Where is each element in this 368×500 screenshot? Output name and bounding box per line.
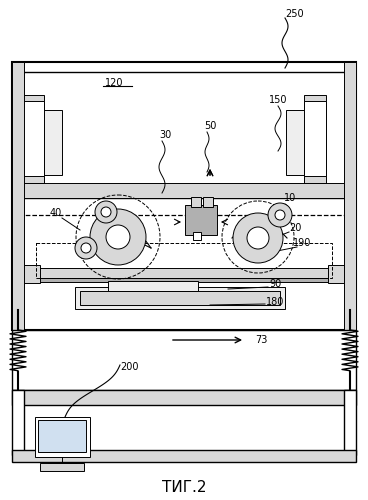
Bar	[108, 281, 198, 291]
Bar	[328, 265, 346, 283]
Bar	[22, 265, 40, 283]
Text: 200: 200	[120, 362, 138, 372]
Text: 30: 30	[159, 130, 171, 140]
Circle shape	[268, 203, 292, 227]
Bar	[38, 420, 86, 452]
Circle shape	[233, 213, 283, 263]
Circle shape	[81, 243, 91, 253]
Bar	[75, 287, 285, 309]
Text: 20: 20	[289, 223, 301, 233]
Text: 180: 180	[266, 297, 284, 307]
Bar	[304, 101, 326, 176]
Circle shape	[101, 207, 111, 217]
Bar	[203, 197, 213, 207]
Circle shape	[106, 225, 130, 249]
Bar	[44, 110, 62, 175]
Bar	[304, 95, 326, 183]
Bar	[12, 62, 356, 330]
Bar	[35, 417, 90, 457]
Bar	[12, 450, 356, 462]
Bar	[22, 183, 346, 198]
Bar	[22, 101, 44, 176]
Circle shape	[275, 210, 285, 220]
Bar	[191, 197, 201, 207]
Bar	[12, 390, 24, 455]
Text: 150: 150	[269, 95, 287, 105]
Bar	[12, 390, 356, 405]
Bar	[12, 62, 24, 330]
Text: ΤИГ.2: ΤИГ.2	[162, 480, 206, 496]
Text: 250: 250	[286, 9, 304, 19]
Bar	[40, 463, 84, 471]
Bar	[286, 110, 304, 175]
Circle shape	[75, 237, 97, 259]
Bar	[193, 232, 201, 240]
Bar	[185, 205, 217, 235]
Bar	[22, 95, 44, 183]
Text: 10: 10	[284, 193, 296, 203]
Bar	[344, 62, 356, 330]
Bar	[12, 330, 356, 390]
Text: 90: 90	[269, 279, 281, 289]
Bar	[344, 390, 356, 455]
Text: 40: 40	[50, 208, 62, 218]
Bar	[22, 72, 346, 198]
Text: 50: 50	[204, 121, 216, 131]
Circle shape	[95, 201, 117, 223]
Bar	[36, 278, 332, 282]
Text: 190: 190	[293, 238, 311, 248]
Bar	[36, 243, 332, 278]
Circle shape	[90, 209, 146, 265]
Bar	[36, 268, 332, 278]
Circle shape	[247, 227, 269, 249]
Bar	[80, 291, 280, 305]
Text: 120: 120	[105, 78, 124, 88]
Text: 73: 73	[255, 335, 268, 345]
